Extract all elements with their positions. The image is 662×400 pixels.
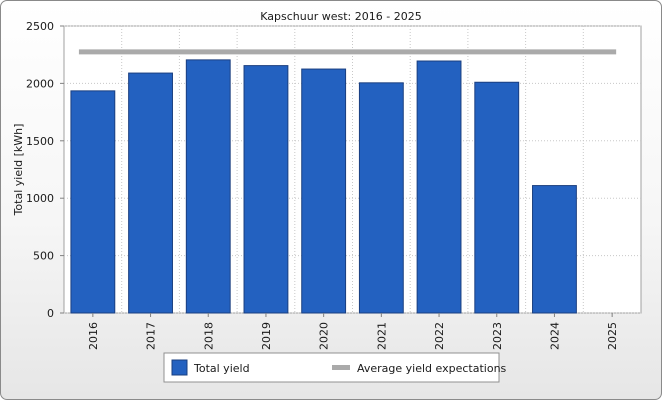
legend-label-average-yield: Average yield expectations <box>357 362 507 375</box>
y-tick-label: 2000 <box>26 77 54 90</box>
x-tick-label: 2017 <box>145 322 158 350</box>
legend-box <box>163 352 500 383</box>
bar-2016 <box>70 90 116 314</box>
bar-2018 <box>185 59 231 314</box>
legend: Total yield Average yield expectations <box>163 352 507 383</box>
x-tick-label: 2022 <box>433 322 446 350</box>
x-tick-label: 2016 <box>87 322 100 350</box>
legend-label-total-yield: Total yield <box>193 362 250 375</box>
bar-2020 <box>301 68 347 314</box>
y-axis-label: Total yield [kWh] <box>12 124 25 217</box>
x-tick-label: 2018 <box>202 322 215 350</box>
x-tick-label: 2020 <box>318 322 331 350</box>
x-tick-label: 2023 <box>491 322 504 350</box>
x-tick-label: 2024 <box>548 322 561 350</box>
y-tick-label: 0 <box>47 307 54 320</box>
y-axis-ticks: 0 500 1000 1500 2000 2500 <box>26 20 64 320</box>
y-tick-label: 500 <box>33 250 54 263</box>
bar-2017 <box>128 72 173 314</box>
bar-2021 <box>358 82 404 314</box>
x-tick-label: 2019 <box>260 322 273 350</box>
bar-2019 <box>243 65 289 314</box>
y-tick-label: 2500 <box>26 20 54 33</box>
bar-2023 <box>474 81 520 314</box>
bars <box>70 59 577 314</box>
bar-2022 <box>416 60 462 314</box>
x-tick-label: 2021 <box>375 322 388 350</box>
y-tick-label: 1000 <box>26 192 54 205</box>
x-tick-label: 2025 <box>606 322 619 350</box>
x-axis-ticks: 2016 2017 2018 2019 2020 2021 2022 2023 2024 2025 <box>87 313 619 350</box>
legend-swatch-total-yield <box>171 359 188 376</box>
legend-swatch-average-yield <box>332 365 350 370</box>
y-tick-label: 1500 <box>26 135 54 148</box>
bar-2024 <box>532 185 577 314</box>
chart-title: Kapschuur west: 2016 - 2025 <box>260 10 421 23</box>
